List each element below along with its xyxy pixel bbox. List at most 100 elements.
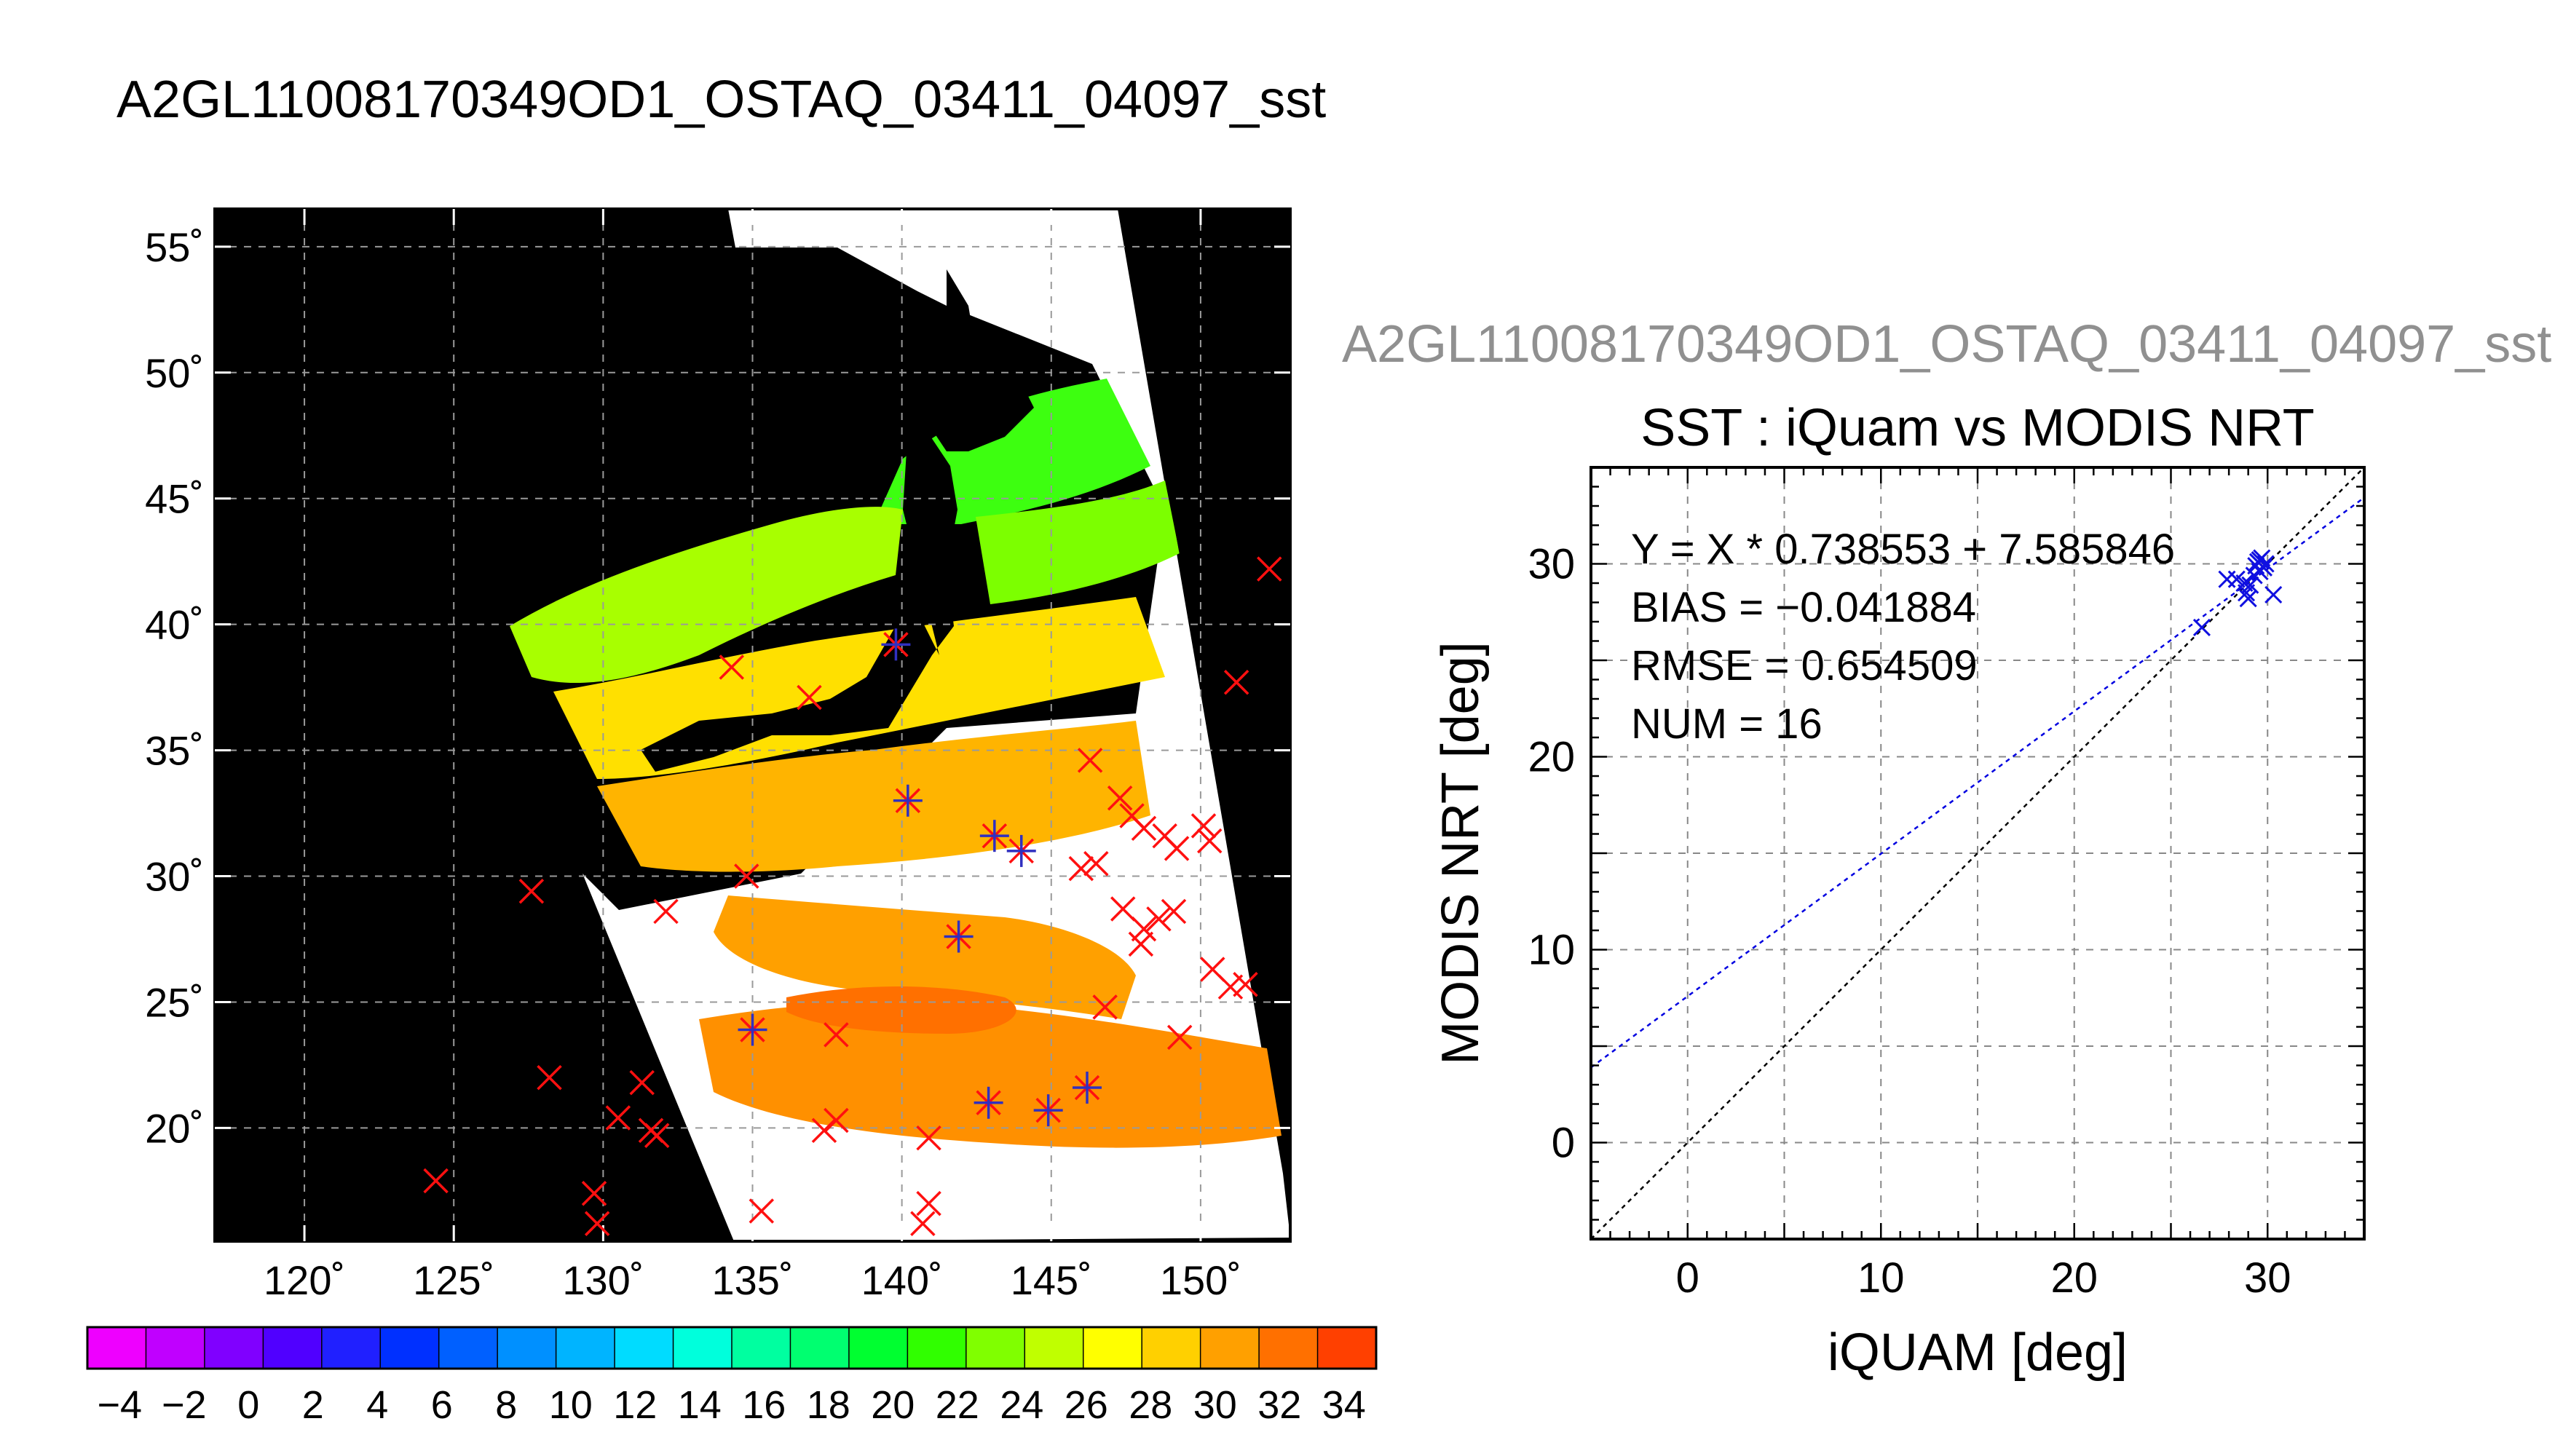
iquam-point-stroke [1166, 1024, 1193, 1051]
iquam-point-marker [740, 1017, 765, 1042]
scatter-point-stroke [2247, 557, 2265, 575]
iquam-point-marker [719, 654, 745, 680]
iquam-point-stroke [1196, 828, 1223, 854]
matchup-point-marker [974, 1086, 1003, 1119]
map-lon-tick-label: 150˚ [1160, 1257, 1241, 1303]
colorbar-swatch [1258, 1326, 1319, 1369]
scatter-point-stroke [2237, 584, 2256, 602]
map-lat-tick-label: 40˚ [145, 602, 204, 648]
map-lat-tick-label: 50˚ [145, 350, 204, 396]
scatter-y-tick-label: 30 [1528, 541, 1575, 588]
matchup-point-marker [881, 628, 911, 661]
scatter-point-stroke [2241, 576, 2259, 594]
iquam-point-stroke [916, 1190, 941, 1216]
iquam-point-stroke [749, 1198, 775, 1224]
figure-title: A2GL11008170349OD1_OSTAQ_03411_04097_sst [117, 71, 1327, 129]
scatter-point-stroke [2192, 618, 2211, 637]
scatter-point-stroke [2264, 585, 2283, 604]
iquam-point-stroke [916, 1190, 941, 1216]
iquam-point-stroke [883, 632, 909, 657]
sst-field-green [874, 379, 1150, 524]
scatter-point-stroke [2247, 557, 2265, 575]
colorbar-swatch [1141, 1326, 1201, 1369]
iquam-point-stroke [910, 1211, 936, 1237]
sst-field-orange-central [714, 895, 1136, 1019]
scatter-point-stroke [2227, 570, 2246, 588]
iquam-point-stroke [1196, 828, 1223, 854]
colorbar-tick-label: 14 [678, 1383, 722, 1427]
iquam-point-stroke [584, 1211, 610, 1237]
iquam-point-stroke [1200, 957, 1225, 982]
iquam-point-stroke [1083, 850, 1109, 877]
iquam-point-marker [644, 1123, 670, 1148]
iquam-point-stroke [797, 684, 822, 711]
scatter-point-stroke [2227, 570, 2246, 588]
iquam-point-stroke [605, 1105, 631, 1131]
iquam-point-stroke [1146, 906, 1172, 932]
iquam-point-marker [811, 1117, 837, 1144]
scatter-point-stroke [2218, 570, 2236, 588]
iquam-point-marker [916, 1125, 941, 1151]
iquam-point-stroke [740, 1017, 765, 1042]
iquam-point-marker [1217, 974, 1244, 1000]
iquam-point-marker [1008, 838, 1034, 864]
iquam-point-stroke [976, 1090, 1001, 1116]
iquam-point-marker [946, 924, 971, 949]
land-japan-hokkaido [932, 379, 1034, 451]
iquam-point-stroke [734, 863, 759, 889]
iquam-point-stroke [584, 1211, 610, 1237]
iquam-point-marker [1083, 850, 1109, 877]
scatter-gridlines [1591, 467, 2364, 1239]
iquam-point-stroke [1217, 974, 1244, 1000]
colorbar-tick-label: −2 [162, 1383, 207, 1427]
iquam-point-stroke [1131, 916, 1157, 942]
iquam-point-stroke [1131, 815, 1157, 842]
iquam-point-stroke [1035, 1097, 1061, 1123]
iquam-point-stroke [1119, 803, 1145, 828]
scatter-x-tick-label: 20 [2050, 1254, 2098, 1302]
iquam-point-marker [1200, 957, 1225, 982]
scatter-point-stroke [2239, 590, 2257, 608]
iquam-point-stroke [518, 879, 545, 904]
colorbar-tick-label: 32 [1257, 1383, 1301, 1427]
iquam-point-marker [883, 632, 909, 657]
iquam-point-stroke [883, 632, 909, 657]
scatter-point-stroke [2235, 574, 2254, 593]
iquam-point-stroke [1217, 974, 1244, 1000]
colorbar-swatch [1199, 1326, 1260, 1369]
iquam-point-stroke [811, 1117, 837, 1144]
scatter-point [2251, 551, 2269, 569]
scatter-point-stroke [2256, 555, 2275, 573]
iquam-point-stroke [1233, 971, 1258, 997]
iquam-point-stroke [1200, 957, 1225, 982]
matchup-point-marker [893, 784, 923, 817]
colorbar-swatch [145, 1326, 206, 1369]
scatter-point-stroke [2251, 551, 2269, 569]
iquam-point-stroke [1128, 931, 1154, 957]
iquam-point-stroke [653, 898, 679, 925]
scatter-x-tick-label: 10 [1857, 1254, 1905, 1302]
iquam-point-marker [605, 1105, 631, 1131]
colorbar-tick-label: 30 [1193, 1383, 1237, 1427]
colorbar-tick-label: 24 [1000, 1383, 1043, 1427]
scatter-annotations: Y = X * 0.738553 + 7.585846 BIAS = −0.041… [1631, 526, 2175, 748]
iquam-point-marker [824, 1107, 849, 1133]
map-lat-tick-label: 35˚ [145, 728, 204, 774]
scatter-point-stroke [2256, 555, 2275, 573]
iquam-point-stroke [895, 788, 921, 813]
scatter-ylabel: MODIS NRT [deg] [1431, 641, 1490, 1065]
scatter-point [2251, 563, 2269, 581]
iquam-point-marker [629, 1069, 655, 1096]
iquam-point-marker [1146, 906, 1172, 932]
sst-field-orange-south [699, 1002, 1282, 1148]
colorbar-swatch [907, 1326, 968, 1369]
iquam-point-stroke [1074, 1075, 1100, 1101]
iquam-point-marker [916, 1190, 941, 1216]
iquam-point-stroke [797, 684, 822, 711]
map-lat-tick-label: 45˚ [145, 476, 204, 522]
scatter-point-stroke [2245, 566, 2263, 585]
scatter-point [2192, 618, 2211, 637]
iquam-point-stroke [629, 1069, 655, 1096]
colorbar-swatch [379, 1326, 440, 1369]
colorbar-tick-label: 28 [1129, 1383, 1172, 1427]
